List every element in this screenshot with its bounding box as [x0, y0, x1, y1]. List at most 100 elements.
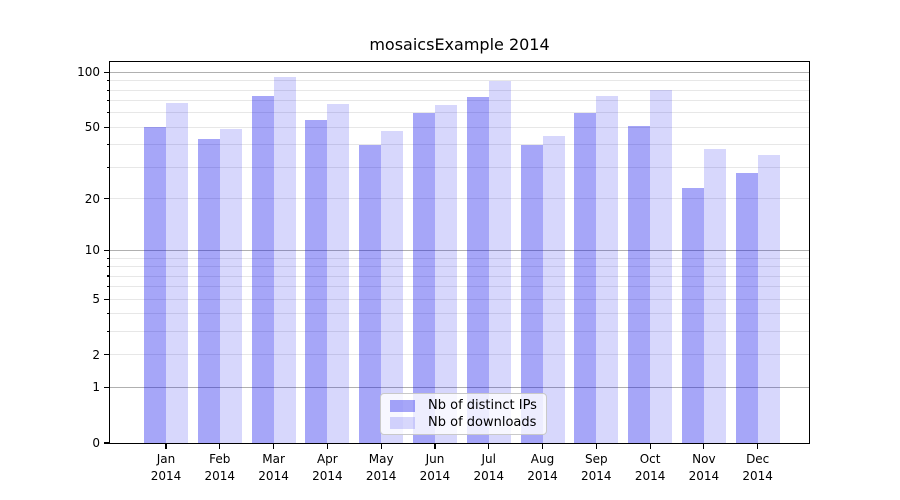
x-tick-sep-2014: [595, 444, 597, 449]
x-tick-month: May: [368, 452, 394, 466]
y-tick-20: [104, 197, 110, 200]
legend-entry-distinct-ips: Nb of distinct IPs: [390, 398, 537, 414]
bar-nb-of-downloads-apr-2014: [327, 104, 350, 443]
chart-title: mosaicsExample 2014: [369, 35, 550, 54]
gridline-minor-40: [110, 144, 809, 146]
bar-nb-of-distinct-ips-dec-2014: [735, 172, 758, 443]
bar-nb-of-downloads-jun-2014: [434, 105, 457, 443]
y-tick-2: [104, 354, 110, 356]
bar-nb-of-downloads-may-2014: [381, 130, 404, 443]
x-tick-month: Aug: [530, 452, 555, 466]
bar-nb-of-downloads-sep-2014: [596, 96, 619, 443]
x-tick-label-aug-2014: Aug 2014: [515, 451, 571, 485]
bar-nb-of-distinct-ips-aug-2014: [520, 144, 543, 443]
gridline-minor-80: [110, 89, 809, 91]
x-tick-month: Jun: [425, 452, 445, 466]
bar-nb-of-downloads-jul-2014: [488, 80, 511, 443]
x-tick-year: 2014: [419, 469, 451, 483]
x-tick-year: 2014: [473, 469, 504, 483]
legend-label-downloads: Nb of downloads: [428, 414, 537, 430]
x-tick-year: 2014: [634, 469, 666, 483]
bar-nb-of-downloads-feb-2014: [219, 128, 242, 443]
gridline-minor-2: [110, 354, 809, 356]
y-minor-tick-3: [107, 331, 110, 333]
x-tick-label-jul-2014: Jul 2014: [461, 451, 517, 485]
y-tick-label-5: 5: [92, 292, 100, 307]
gridline-minor-4: [110, 313, 809, 315]
y-minor-tick-80: [107, 89, 110, 91]
bar-nb-of-distinct-ips-may-2014: [359, 144, 382, 443]
x-tick-oct-2014: [649, 444, 651, 449]
y-minor-tick-60: [107, 112, 110, 114]
y-tick-10: [104, 249, 110, 252]
gridline-minor-5: [110, 298, 809, 300]
y-minor-tick-90: [107, 80, 110, 82]
gridline-major-100: [110, 71, 809, 73]
x-tick-month: Jul: [481, 452, 496, 466]
legend-entry-downloads: Nb of downloads: [390, 415, 537, 431]
gridline-minor-70: [110, 100, 809, 102]
x-tick-jun-2014: [434, 444, 436, 449]
x-tick-year: 2014: [204, 469, 236, 483]
bar-nb-of-distinct-ips-sep-2014: [574, 112, 597, 443]
x-tick-month: Apr: [316, 452, 338, 466]
x-tick-month: Sep: [585, 452, 608, 466]
x-tick-year: 2014: [688, 469, 720, 483]
x-tick-dec-2014: [757, 444, 759, 449]
x-tick-month: Nov: [692, 452, 716, 466]
x-tick-year: 2014: [581, 469, 612, 483]
x-tick-label-may-2014: May 2014: [353, 451, 409, 485]
bar-nb-of-distinct-ips-jun-2014: [412, 112, 435, 443]
x-tick-apr-2014: [326, 444, 328, 449]
gridline-minor-20: [110, 198, 809, 200]
y-minor-tick-6: [107, 286, 110, 288]
bar-nb-of-downloads-dec-2014: [757, 155, 780, 443]
y-tick-label-50: 50: [84, 120, 100, 135]
gridline-minor-50: [110, 126, 809, 128]
gridline-minor-60: [110, 112, 809, 114]
bar-nb-of-distinct-ips-feb-2014: [197, 139, 220, 443]
bar-nb-of-distinct-ips-jan-2014: [144, 127, 166, 443]
bar-nb-of-distinct-ips-mar-2014: [251, 96, 274, 443]
gridline-minor-3: [110, 331, 809, 333]
plot-area: [109, 61, 810, 444]
y-tick-label-1: 1: [92, 380, 100, 395]
gridline-major-1: [110, 386, 809, 388]
y-tick-100: [104, 71, 110, 73]
bar-nb-of-distinct-ips-oct-2014: [628, 125, 651, 443]
y-minor-tick-7: [107, 275, 110, 277]
y-minor-tick-40: [107, 144, 110, 146]
x-tick-month: Oct: [639, 452, 661, 466]
y-tick-label-100: 100: [77, 65, 100, 80]
x-tick-jul-2014: [488, 444, 490, 449]
y-tick-label-20: 20: [84, 191, 100, 206]
x-tick-label-dec-2014: Dec 2014: [730, 451, 786, 485]
x-tick-mar-2014: [272, 444, 275, 449]
gridline-minor-90: [110, 80, 809, 82]
y-tick-1: [104, 386, 110, 388]
x-tick-year: 2014: [527, 469, 558, 483]
x-tick-month: Feb: [209, 452, 231, 466]
x-tick-label-jan-2014: Jan 2014: [138, 451, 194, 485]
x-tick-label-sep-2014: Sep 2014: [568, 451, 624, 485]
x-tick-label-feb-2014: Feb 2014: [192, 451, 248, 485]
y-tick-label-2: 2: [92, 347, 100, 362]
x-tick-jan-2014: [165, 444, 167, 449]
x-tick-label-mar-2014: Mar 2014: [246, 451, 302, 485]
gridline-minor-9: [110, 257, 809, 259]
y-minor-tick-9: [107, 257, 110, 259]
x-tick-may-2014: [380, 444, 382, 449]
y-minor-tick-30: [107, 166, 110, 168]
bar-nb-of-downloads-mar-2014: [273, 77, 296, 443]
x-tick-label-oct-2014: Oct 2014: [622, 451, 678, 485]
x-tick-label-apr-2014: Apr 2014: [299, 451, 355, 485]
y-minor-tick-70: [107, 100, 110, 102]
x-tick-feb-2014: [219, 444, 221, 449]
bar-nb-of-distinct-ips-jul-2014: [466, 97, 489, 443]
x-tick-month: Mar: [262, 452, 285, 466]
y-tick-label-0: 0: [92, 436, 100, 450]
gridline-minor-7: [110, 275, 809, 277]
y-tick-0: [104, 442, 110, 444]
x-tick-year: 2014: [150, 469, 182, 483]
